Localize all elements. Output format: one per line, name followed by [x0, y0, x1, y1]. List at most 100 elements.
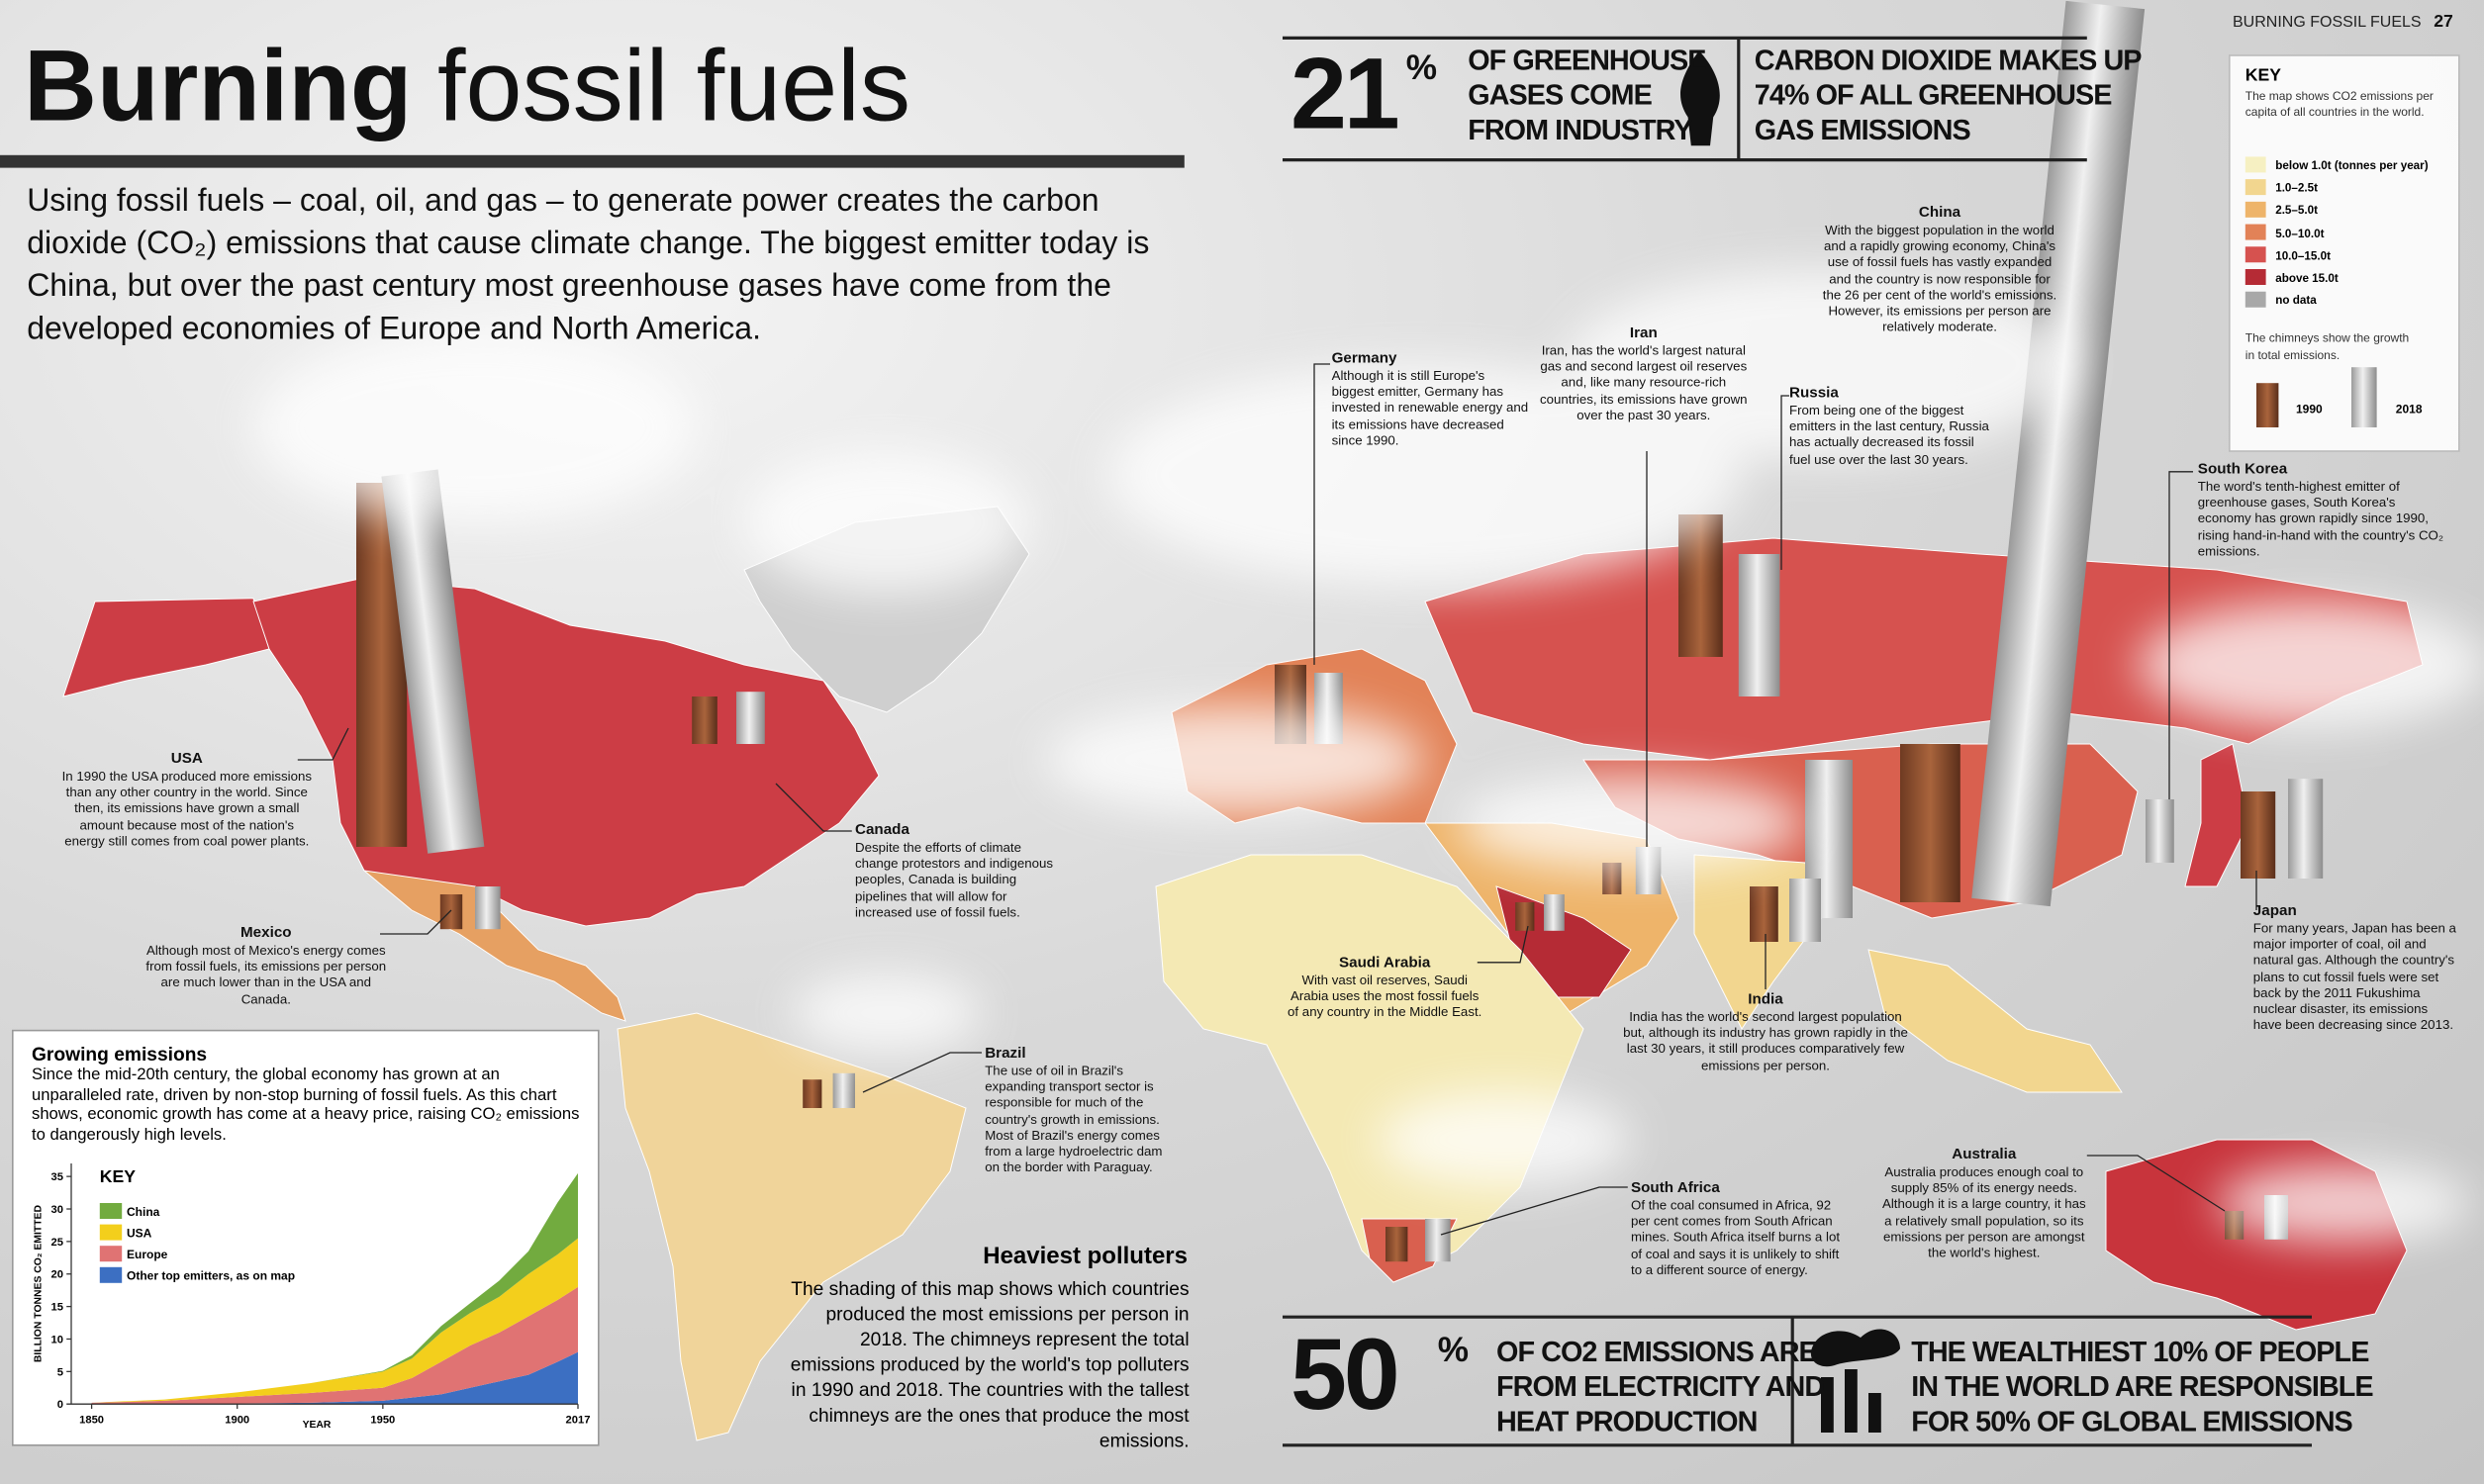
- y-tick-label: 5: [57, 1366, 63, 1378]
- legend-swatch: [99, 1203, 123, 1219]
- heaviest-text: The shading of this map shows which coun…: [790, 1277, 1190, 1452]
- cloud: [792, 974, 982, 1053]
- page-number: 27: [2434, 12, 2453, 33]
- stat-text: GAS EMISSIONS: [1754, 114, 1971, 146]
- stat-unit: %: [1405, 47, 1438, 87]
- key-swatch: [2245, 269, 2266, 285]
- callout: USA In 1990 the USA produced more emissio…: [60, 750, 314, 848]
- area-series: [91, 1351, 578, 1405]
- key-chimney: [2351, 367, 2377, 427]
- stack-icon: [1821, 1377, 1834, 1433]
- chimney: [475, 886, 501, 930]
- x-tick-label: 1950: [370, 1414, 395, 1426]
- key-swatch: [2245, 201, 2266, 218]
- stat-unit: %: [1437, 1330, 1470, 1369]
- callout-title: Russia: [1789, 384, 1839, 403]
- key-chimney-note: The chimneys show the growth in total em…: [2245, 330, 2410, 363]
- area-series: [91, 1286, 578, 1405]
- stat-rules: [1283, 36, 2313, 1447]
- stat-figure: 21: [1290, 36, 1400, 150]
- callout-title: Australia: [1952, 1146, 2017, 1163]
- chimney: [736, 692, 765, 744]
- callout-title: South Korea: [2197, 460, 2288, 479]
- cloud: [744, 451, 1029, 594]
- chimney: [381, 469, 485, 854]
- leader-line: [1780, 395, 1790, 571]
- callout: South Africa Of the coal consumed in Afri…: [1631, 1179, 1850, 1277]
- key-title: KEY: [2245, 66, 2281, 86]
- chimney: [832, 1072, 855, 1108]
- callout-text: Despite the efforts of climate change pr…: [855, 839, 1054, 920]
- legend-label: Europe: [127, 1248, 168, 1261]
- callout-title: Iran: [1629, 325, 1658, 342]
- y-tick-label: 30: [51, 1204, 63, 1216]
- chimney: [692, 696, 717, 744]
- key-swatch: [2245, 224, 2266, 240]
- callout: South Korea The word's tenth-highest emit…: [2198, 461, 2451, 559]
- leader-line: [297, 727, 349, 761]
- legend-label: Other top emitters, as on map: [127, 1269, 295, 1283]
- factory-icon: [1810, 1329, 1900, 1433]
- key-chimney-label: 2018: [2395, 402, 2423, 417]
- chimney: [803, 1079, 822, 1108]
- chimney: [2288, 779, 2324, 879]
- callout: Russia From being one of the biggest emit…: [1789, 385, 1992, 467]
- key-label: 2.5–5.0t: [2275, 203, 2319, 218]
- legend-swatch: [99, 1266, 123, 1283]
- leader-line: [2168, 471, 2194, 800]
- callout-title: India: [1748, 990, 1783, 1009]
- callout-text: With vast oil reserves, Saudi Arabia use…: [1288, 972, 1482, 1021]
- smoke: [253, 269, 2484, 1243]
- callout-text: From being one of the biggest emitters i…: [1789, 402, 1989, 467]
- callout-text: In 1990 the USA produced more emissions …: [61, 768, 312, 849]
- callout-text: Although it is still Europe's biggest em…: [1331, 367, 1529, 448]
- y-axis-label: BILLION TONNES CO₂ EMITTED: [34, 1205, 45, 1363]
- stat-text: FOR 50% OF GLOBAL EMISSIONS: [1911, 1405, 2353, 1438]
- callout: Japan For many years, Japan has been a ma…: [2253, 902, 2459, 1033]
- title-light: fossil fuels: [437, 28, 911, 142]
- stack-icon: [1868, 1393, 1881, 1433]
- key-label: above 15.0t: [2275, 270, 2339, 285]
- country-shape: [62, 598, 270, 697]
- callout-text: Australia produces enough coal to supply…: [1881, 1163, 2086, 1260]
- callout-title: Japan: [2252, 902, 2297, 920]
- chimney: [439, 894, 463, 930]
- chimney: [1789, 879, 1821, 942]
- chimney: [1678, 514, 1723, 657]
- smoke-icon: [1810, 1329, 1900, 1367]
- chimney: [1900, 744, 1960, 902]
- callout-title: Mexico: [240, 924, 292, 942]
- callout: Mexico Although most of Mexico's energy c…: [140, 924, 393, 1006]
- leader-line: [1477, 925, 1529, 964]
- key-swatch: [2245, 291, 2266, 308]
- chimney: [2241, 791, 2276, 879]
- callout-title: Saudi Arabia: [1339, 954, 1431, 973]
- callout: Brazil The use of oil in Brazil's expandi…: [985, 1045, 1178, 1175]
- y-tick-label: 25: [51, 1237, 63, 1249]
- flame-icon: [1680, 50, 1720, 146]
- cloud: [1378, 1092, 1631, 1187]
- chimney: [1971, 0, 2146, 907]
- chimney: [1385, 1227, 1408, 1262]
- growing-title: Growing emissions: [32, 1043, 208, 1066]
- key-swatch: [2245, 246, 2266, 263]
- leader-line: [1313, 363, 1331, 666]
- cloud: [1568, 269, 2074, 459]
- callout-text: For many years, Japan has been a major i…: [2252, 919, 2456, 1033]
- growing-text: Since the mid-20th century, the global e…: [32, 1067, 580, 1145]
- title-rule: [0, 154, 1185, 168]
- x-tick-label: 1900: [225, 1414, 249, 1426]
- legend-swatch: [99, 1224, 123, 1241]
- key-chimney: [2256, 383, 2279, 427]
- y-tick-label: 20: [51, 1269, 63, 1281]
- chimney: [1738, 554, 1780, 696]
- chimney: [1544, 894, 1565, 931]
- area-series: [91, 1238, 578, 1403]
- title-bold: Burning: [24, 28, 413, 142]
- callout: China With the biggest population in the …: [1821, 204, 2058, 334]
- stat-text: GASES COME: [1468, 79, 1653, 111]
- stat-text: 74% OF ALL GREENHOUSE: [1754, 79, 2113, 111]
- x-tick-label: 2017: [566, 1414, 591, 1426]
- leader-line: [380, 909, 452, 935]
